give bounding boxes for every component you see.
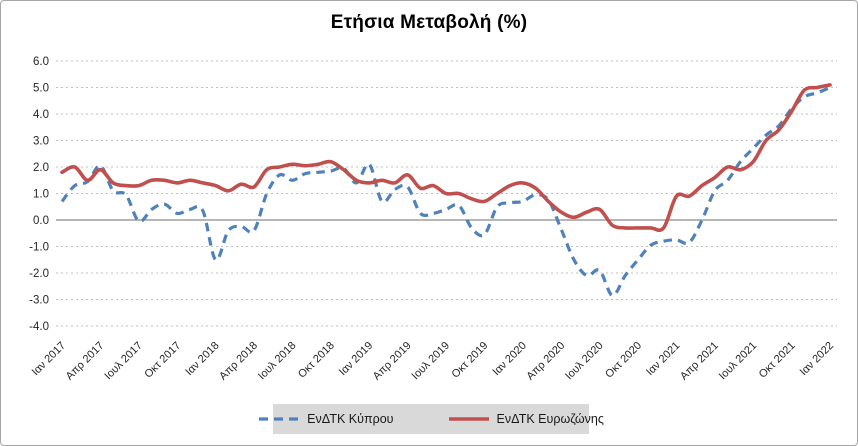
x-tick-label: Απρ 2019 [371, 340, 414, 383]
x-tick-label: Οκτ 2021 [757, 340, 798, 381]
x-tick-label: Οκτ 2017 [142, 340, 183, 381]
x-tick-label: Απρ 2017 [64, 340, 107, 383]
y-tick-label: 2.0 [33, 162, 49, 174]
y-tick-label: -3.0 [29, 295, 49, 307]
x-tick-label: Ιουλ 2020 [563, 340, 606, 383]
legend: ΕνΔΤΚ Κύπρου ΕνΔΤΚ Ευρωζώνης [259, 404, 604, 434]
x-tick-label: Οκτ 2018 [296, 340, 337, 381]
legend-item-cyprus[interactable]: ΕνΔΤΚ Κύπρου [258, 412, 394, 426]
x-tick-label: Οκτ 2019 [450, 340, 491, 381]
x-tick-label: Ιαν 2022 [798, 340, 837, 379]
x-tick-label: Ιουλ 2021 [717, 340, 760, 383]
y-tick-label: -1.0 [29, 242, 49, 254]
x-tick-label: Απρ 2018 [217, 340, 260, 383]
y-tick-label: -4.0 [29, 321, 49, 333]
x-tick-label: Ιουλ 2017 [102, 340, 145, 383]
x-tick-label: Ιουλ 2019 [410, 340, 453, 383]
x-tick-label: Ιουλ 2018 [256, 340, 299, 383]
legend-label-eurozone: ΕνΔΤΚ Ευρωζώνης [496, 412, 604, 426]
series-line-0 [60, 86, 831, 298]
x-tick-label: Ιαν 2017 [30, 340, 69, 379]
y-tick-label: 3.0 [33, 136, 49, 148]
x-tick-label: Απρ 2021 [678, 340, 721, 383]
legend-label-cyprus: ΕνΔΤΚ Κύπρου [307, 412, 394, 426]
y-tick-label: 0.0 [33, 215, 49, 227]
chart-title: Ετήσια Μεταβολή (%) [330, 12, 528, 33]
y-tick-label: 6.0 [33, 56, 49, 68]
y-tick-label: 5.0 [33, 83, 49, 95]
x-tick-label: Ιαν 2019 [337, 340, 376, 379]
series-line-1 [60, 83, 832, 233]
y-tick-label: -2.0 [29, 268, 49, 280]
solid-line-icon [448, 417, 489, 421]
x-tick-label: Ιαν 2021 [644, 340, 683, 379]
y-tick-label: 4.0 [33, 109, 49, 121]
x-tick-label: Απρ 2020 [524, 340, 567, 383]
x-tick-label: Ιαν 2020 [490, 340, 529, 379]
x-tick-label: Οκτ 2020 [603, 340, 644, 381]
dashed-line-icon [259, 417, 300, 421]
y-axis-labels: 6.0 5.0 4.0 3.0 2.0 1.0 0.0 -1.0 -2.0 -3.0 -4.0 [29, 56, 49, 333]
legend-item-eurozone[interactable]: ΕνΔΤΚ Ευρωζώνης [448, 412, 604, 426]
y-tick-label: 1.0 [33, 189, 49, 201]
x-tick-label: Ιαν 2018 [183, 340, 222, 379]
